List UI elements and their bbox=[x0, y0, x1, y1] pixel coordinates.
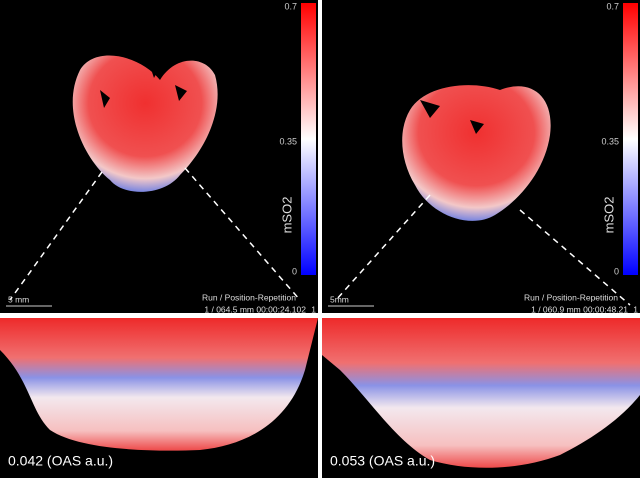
colorbar-label: mSO2 bbox=[279, 197, 294, 234]
zoom-label: 0.053 (OAS a.u.) bbox=[330, 453, 435, 469]
colorbar-tick: 0.35 bbox=[601, 136, 619, 146]
run-label: Run / Position-Repetition bbox=[202, 292, 296, 302]
scale-bar-label: 5 mm bbox=[8, 294, 29, 304]
heart-shadow bbox=[420, 100, 484, 134]
run-label: Run / Position-Repetition bbox=[524, 292, 618, 302]
colorbar-tick: 0.35 bbox=[279, 136, 297, 146]
colorbar bbox=[623, 3, 638, 275]
scale-bar-label: 5mm bbox=[330, 294, 349, 304]
colorbar-tick: 0.7 bbox=[284, 1, 297, 11]
colorbar-tick: 0.7 bbox=[606, 1, 619, 11]
colorbar-tick: 0 bbox=[292, 266, 297, 276]
heart-image bbox=[402, 85, 551, 221]
run-info: 1 / 060.9 mm 00:00:48.21 bbox=[531, 304, 628, 314]
run-info: 1 / 064.5 mm 00:00:24.102 bbox=[204, 304, 306, 314]
zoom-image bbox=[322, 318, 640, 468]
zoom-lines bbox=[9, 167, 631, 306]
run-index: 1 bbox=[311, 304, 316, 314]
zoom-label: 0.042 (OAS a.u.) bbox=[8, 453, 113, 469]
run-index: 1 bbox=[633, 304, 638, 314]
zoom-image bbox=[0, 318, 318, 451]
colorbar-tick: 0 bbox=[614, 266, 619, 276]
colorbar bbox=[301, 3, 316, 275]
colorbar-label: mSO2 bbox=[601, 197, 616, 234]
